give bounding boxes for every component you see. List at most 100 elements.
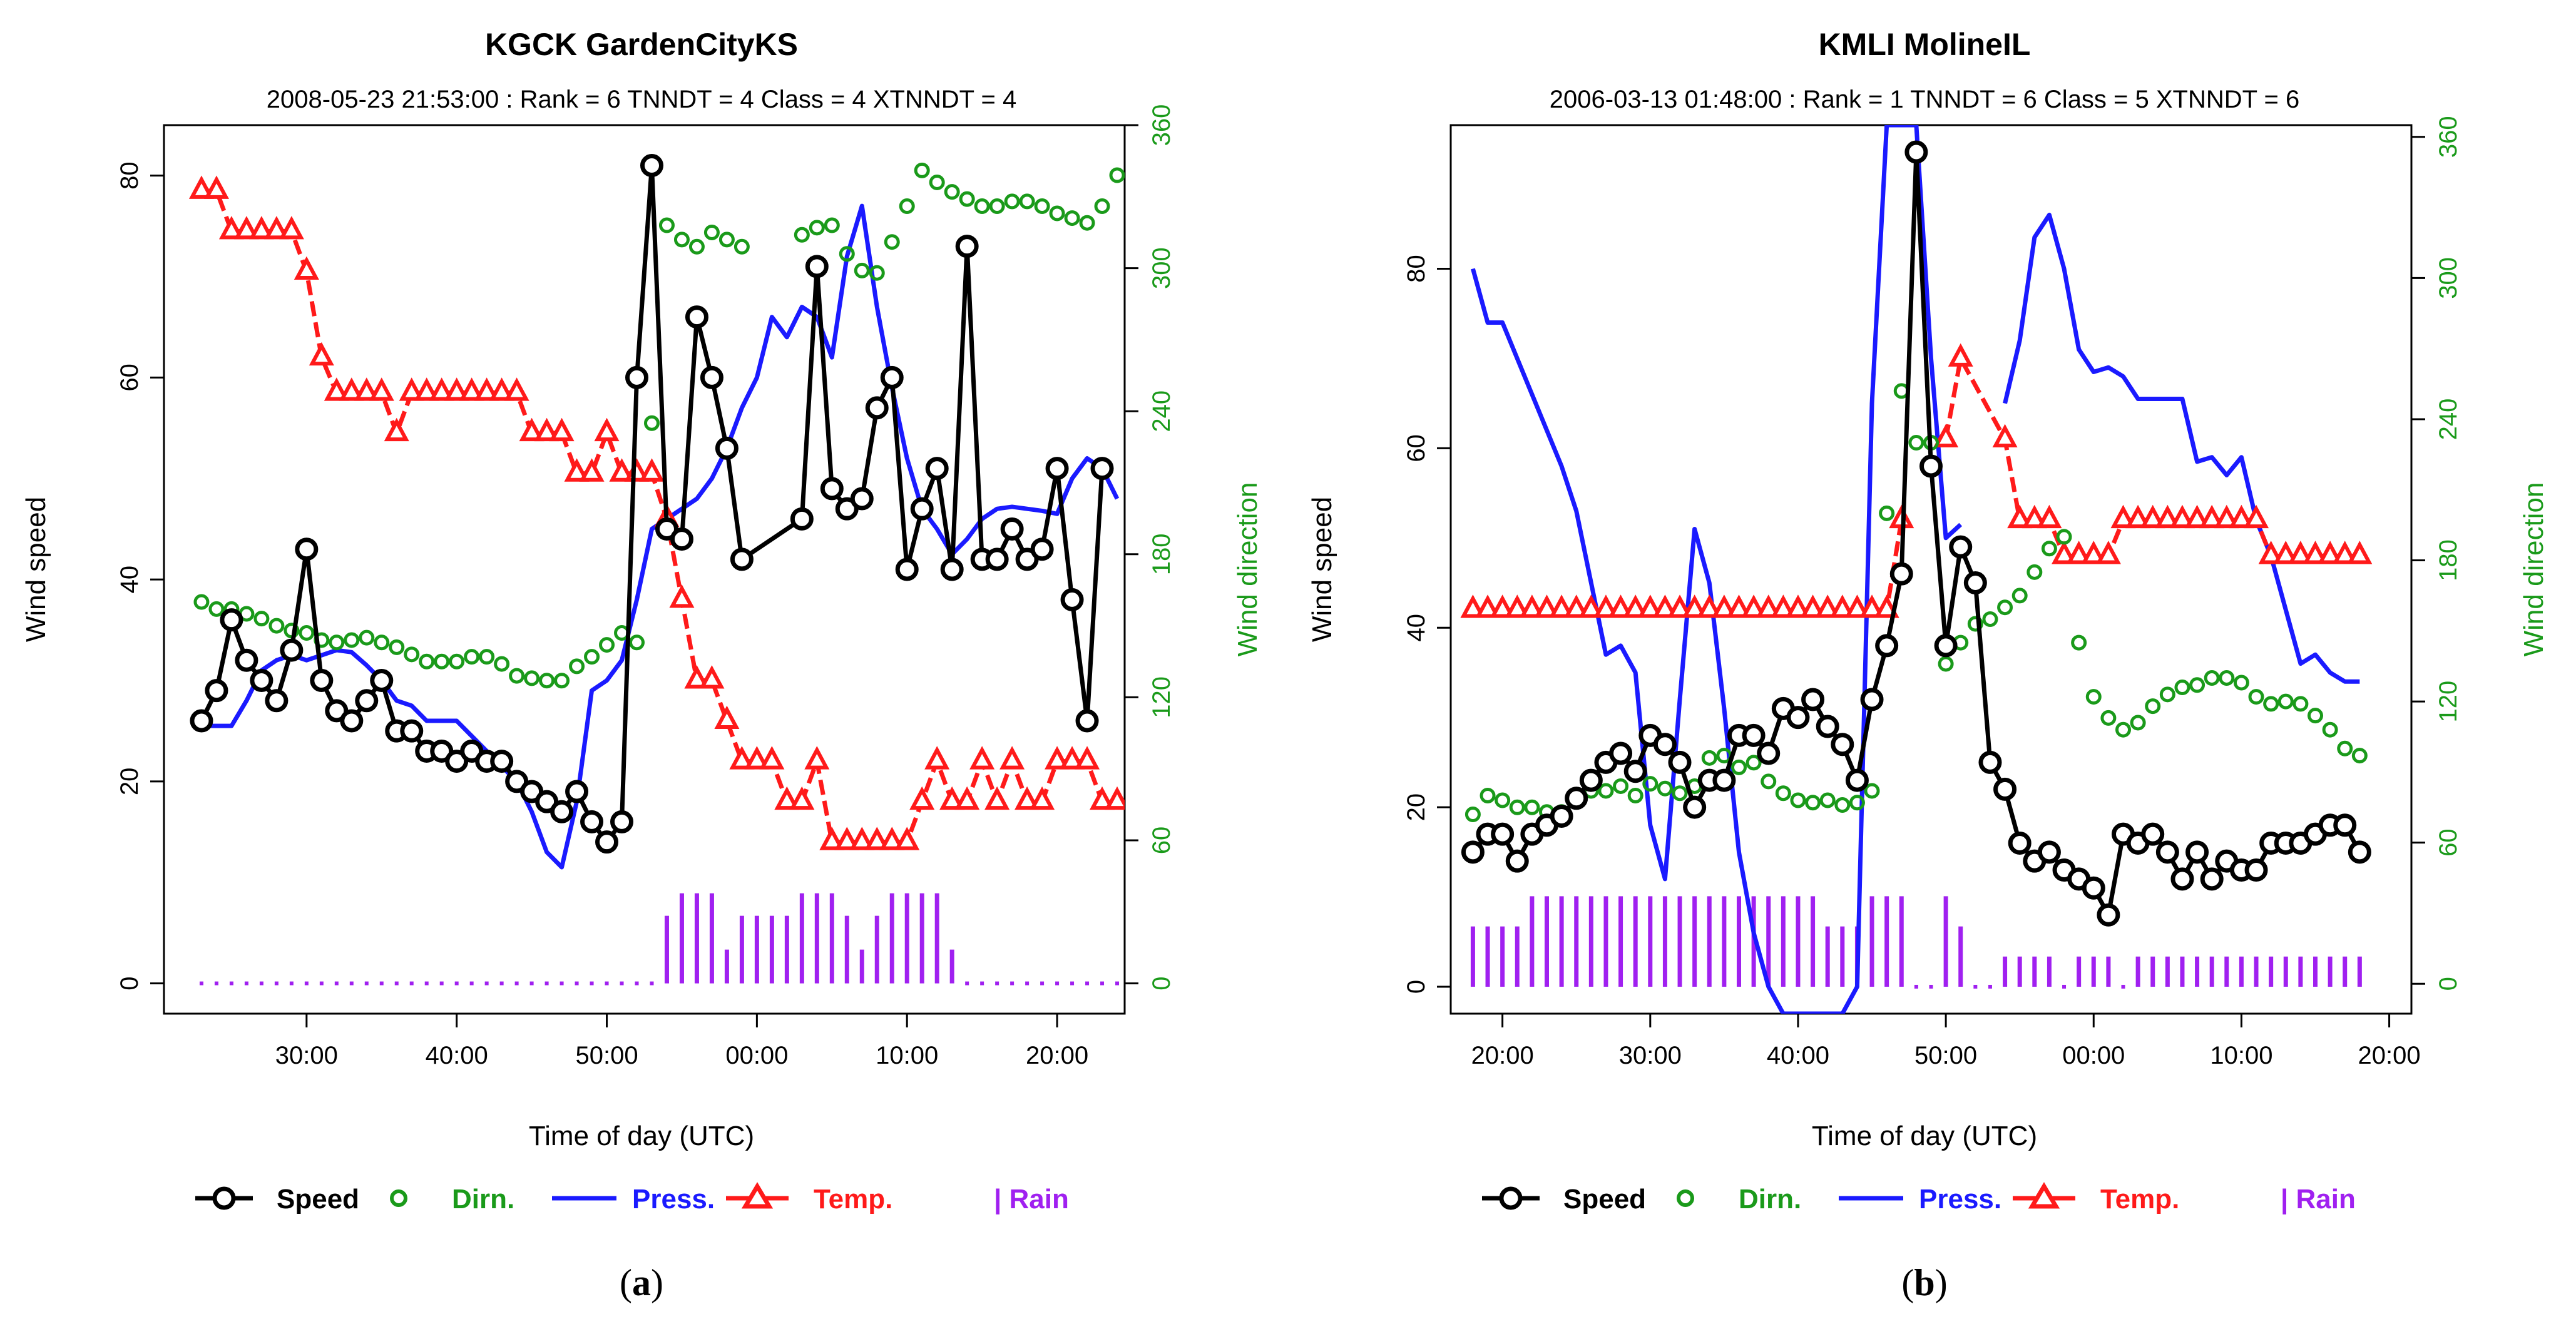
- temperature-marker: [534, 417, 560, 442]
- rain-dot: [499, 981, 504, 985]
- direction-marker: [718, 232, 735, 248]
- speed-marker: [2008, 831, 2032, 855]
- rain-dot: [319, 981, 324, 985]
- direction-marker: [193, 594, 210, 610]
- speed-line: [199, 163, 1105, 845]
- temperature-marker: [834, 827, 860, 850]
- speed-marker: [550, 800, 574, 823]
- direction-marker: [1731, 759, 1747, 775]
- panel-a-title: KGCK GardenCityKS: [485, 27, 798, 62]
- temperature-marker: [1711, 594, 1737, 618]
- panel-b-plot-frame: [1449, 124, 2413, 1015]
- rain-dot: [274, 981, 279, 985]
- rain-dot: [529, 981, 534, 985]
- direction-marker: [1480, 787, 1496, 803]
- speed-marker: [715, 436, 739, 460]
- speed-marker: [1060, 588, 1084, 611]
- rain-dot: [650, 981, 654, 985]
- speed-marker: [850, 487, 874, 511]
- y-tick-label: 60: [116, 364, 143, 392]
- direction-marker: [869, 265, 885, 281]
- direction-marker: [208, 601, 225, 617]
- direction-marker: [1701, 750, 1717, 766]
- temperature-marker: [248, 216, 274, 240]
- speed-marker: [1090, 457, 1114, 481]
- speed-marker: [1550, 804, 1573, 828]
- direction-marker: [2277, 693, 2294, 710]
- legend-speed-marker: [212, 1186, 236, 1210]
- speed-marker: [1978, 750, 2002, 774]
- rain-dot: [2121, 984, 2125, 989]
- temperature-marker: [1697, 594, 1722, 618]
- direction-marker: [2337, 740, 2353, 756]
- temperature-marker: [1593, 594, 1618, 618]
- x-tick-label: 00:00: [2062, 1042, 2125, 1069]
- temperature-marker: [549, 417, 575, 442]
- direction-marker: [268, 618, 285, 634]
- direction-marker: [899, 198, 915, 215]
- speed-marker: [610, 810, 634, 833]
- temperature-marker: [684, 665, 710, 689]
- temperature-marker: [324, 377, 349, 401]
- direction-marker: [1879, 505, 1895, 521]
- temperature-marker: [2184, 504, 2210, 529]
- panel-b-series: [1460, 125, 2373, 1014]
- speed-marker: [1904, 140, 1928, 164]
- x-tick-label: 00:00: [725, 1042, 788, 1069]
- temperature-marker: [864, 827, 890, 850]
- speed-marker: [1491, 822, 1515, 846]
- temperature-marker: [819, 827, 845, 850]
- speed-marker: [1993, 777, 2017, 801]
- speed-marker: [985, 547, 1009, 571]
- rain-dot: [995, 981, 999, 985]
- direction-marker: [509, 668, 525, 684]
- panel-b-title: KMLI MolineIL: [1819, 27, 2031, 62]
- speed-marker: [1045, 457, 1069, 481]
- rain-dot: [424, 981, 429, 985]
- temperature-marker: [2199, 504, 2225, 529]
- y2-tick-label: 60: [2435, 828, 2462, 857]
- direction-marker: [1094, 198, 1110, 215]
- speed-marker: [490, 750, 514, 773]
- temperature-marker: [744, 746, 770, 770]
- direction-marker: [1657, 780, 1673, 797]
- temperature-marker: [1563, 594, 1589, 618]
- legend-temperature-marker: [2028, 1182, 2060, 1209]
- temperature-marker: [1030, 786, 1055, 810]
- direction-marker: [1627, 787, 1643, 803]
- temperature-marker: [1844, 594, 1870, 618]
- speed-marker: [2082, 876, 2105, 900]
- rain-dot: [229, 981, 233, 985]
- y2-tick-label: 360: [1148, 104, 1175, 146]
- temperature-marker: [1874, 594, 1899, 618]
- rain-dot: [1929, 984, 1933, 989]
- temperature-marker: [639, 458, 665, 482]
- direction-marker: [2115, 721, 2131, 738]
- temperature-marker: [2258, 541, 2284, 564]
- panel-a-letter: (a): [620, 1262, 663, 1303]
- panel-b: KMLI MolineIL 2006-03-13 01:48:00 : Rank…: [1307, 27, 2549, 1303]
- direction-marker: [464, 649, 480, 665]
- speed-marker: [205, 679, 228, 703]
- direction-marker: [1109, 167, 1125, 183]
- y2-tick-label: 60: [1148, 827, 1175, 855]
- direction-marker: [253, 611, 270, 627]
- temperature-marker: [2214, 504, 2239, 529]
- legend-pressure-label: Press.: [1919, 1184, 2001, 1215]
- temperature-marker: [2125, 504, 2151, 529]
- temperature-marker: [1015, 786, 1040, 810]
- speed-marker: [1757, 741, 1781, 765]
- temperature-marker: [354, 377, 379, 401]
- direction-marker: [1064, 210, 1080, 227]
- temperature-marker: [789, 786, 815, 810]
- direction-marker: [359, 629, 375, 646]
- rain-dot: [289, 981, 294, 985]
- panel-b-y2-ticks: 0 60 120 180 240 300 360: [2411, 116, 2462, 990]
- speed-marker: [1963, 571, 1987, 595]
- temperature-marker: [2244, 504, 2269, 529]
- temperature-marker: [2273, 541, 2299, 564]
- speed-marker: [265, 689, 289, 713]
- temperature-marker: [1637, 594, 1663, 618]
- temperature-marker: [279, 216, 304, 240]
